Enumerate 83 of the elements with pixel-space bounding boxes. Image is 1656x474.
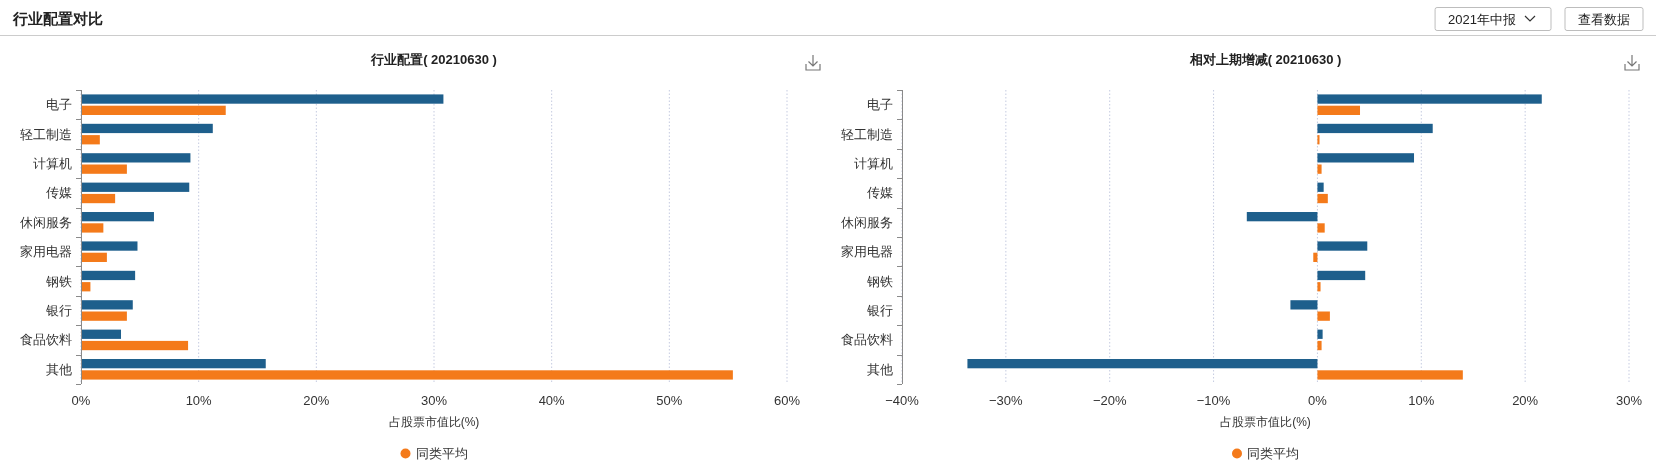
bar: [81, 311, 127, 321]
chart-title: 行业配置( 20210630 ): [370, 52, 497, 67]
x-tick-label: 20%: [303, 393, 330, 408]
y-tick-label: 食品饮料: [841, 333, 893, 348]
bar: [81, 135, 100, 145]
text: 查看数据: [1578, 12, 1630, 27]
y-tick-label: 银行: [866, 304, 893, 318]
bar: [81, 105, 226, 115]
bar: [1313, 252, 1318, 262]
x-tick-label: −30%: [989, 393, 1024, 408]
bar: [81, 252, 107, 262]
y-tick-label: 休闲服务: [20, 215, 72, 230]
y-tick-label: 传媒: [46, 186, 72, 201]
x-tick-label: 0%: [1308, 393, 1328, 408]
bar: [81, 241, 138, 251]
x-tick-label: −40%: [885, 393, 920, 408]
bar: [1317, 340, 1322, 351]
x-tick-label: 60%: [773, 393, 801, 408]
y-tick-label: 其他: [46, 362, 72, 377]
y-tick-label: 休闲服务: [841, 215, 893, 230]
x-tick-label: −20%: [1092, 393, 1127, 408]
text: 2021年中报: [1448, 12, 1516, 27]
bar: [1317, 282, 1321, 292]
y-tick-label: 家用电器: [20, 244, 72, 260]
bar: [81, 193, 116, 204]
y-tick-label: 钢铁: [866, 274, 893, 289]
x-axis-title: 占股票市值比(%): [1220, 415, 1311, 429]
bar: [1317, 164, 1322, 174]
bar: [1317, 135, 1320, 145]
y-tick-label: 轻工制造: [20, 127, 72, 142]
y-tick-label: 轻工制造: [841, 127, 893, 142]
text: 行业配置对比: [12, 10, 103, 27]
bar: [1317, 105, 1361, 115]
bar: [81, 370, 733, 380]
bar: [1317, 370, 1463, 380]
chart-title: 相对上期增减( 20210630 ): [1188, 52, 1342, 67]
x-tick-label: 30%: [420, 393, 448, 408]
bar: [1317, 94, 1542, 104]
bar: [1317, 193, 1328, 204]
x-tick-label: 50%: [656, 393, 683, 408]
bar: [81, 123, 213, 134]
x-tick-label: −10%: [1196, 393, 1231, 408]
bar: [81, 329, 122, 339]
bar: [967, 359, 1318, 369]
bar: [81, 270, 136, 281]
y-tick-label: 银行: [45, 304, 72, 318]
bar: [1246, 212, 1318, 222]
y-tick-label: 计算机: [854, 157, 893, 171]
bar: [1317, 241, 1368, 251]
y-tick-label: 其他: [867, 362, 893, 377]
bar: [81, 153, 191, 163]
bar: [1317, 123, 1433, 134]
x-axis-title: 占股票市值比(%): [388, 415, 480, 429]
x-tick-label: 0%: [71, 393, 91, 408]
bar: [81, 223, 104, 233]
legend-label: 同类平均: [415, 446, 468, 461]
x-tick-label: 30%: [1615, 393, 1643, 408]
y-tick-label: 钢铁: [45, 274, 72, 289]
x-tick-label: 10%: [1408, 393, 1435, 408]
y-tick-label: 家用电器: [841, 244, 893, 260]
y-tick-label: 电子: [867, 98, 893, 113]
y-tick-label: 电子: [46, 98, 72, 113]
bar: [81, 164, 127, 174]
bar: [1317, 329, 1323, 339]
legend-label: 同类平均: [1247, 446, 1299, 461]
x-tick-label: 10%: [185, 393, 213, 408]
y-tick-label: 食品饮料: [20, 333, 72, 348]
bar: [1317, 182, 1324, 192]
bar: [81, 212, 154, 222]
y-tick-label: 计算机: [33, 157, 72, 171]
bar: [81, 300, 133, 310]
bar: [81, 94, 444, 104]
bar: [1317, 223, 1325, 233]
bar: [81, 359, 266, 369]
x-tick-label: 40%: [538, 393, 566, 408]
bar: [1290, 300, 1318, 310]
bar: [81, 340, 189, 351]
y-tick-label: 传媒: [867, 186, 893, 201]
x-tick-label: 20%: [1512, 393, 1539, 408]
bar: [81, 182, 190, 192]
bar: [1317, 270, 1366, 281]
bar: [1317, 153, 1415, 163]
bar: [1317, 311, 1330, 321]
